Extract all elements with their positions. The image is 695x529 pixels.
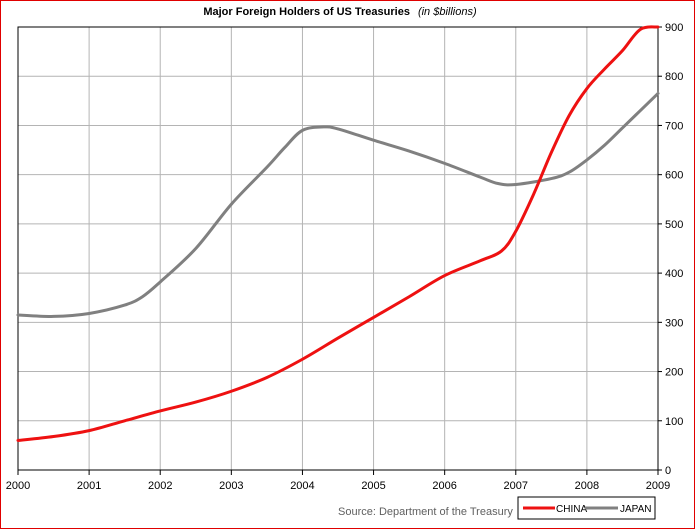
- plot-area-border: [17, 26, 659, 471]
- y-tick-label: 200: [665, 367, 683, 379]
- source-note: Source: Department of the Treasury: [338, 506, 513, 518]
- y-tick-label: 100: [665, 416, 683, 428]
- legend-label-japan: JAPAN: [620, 504, 652, 515]
- vertical-gridlines: [88, 27, 588, 470]
- x-tick-label: 2003: [219, 480, 243, 492]
- y-tick-label: 400: [665, 268, 683, 280]
- y-tick-label: 800: [665, 71, 683, 83]
- y-tick-label: 500: [665, 219, 683, 231]
- series-line-japan: [16, 91, 660, 318]
- y-tick-label: 900: [665, 22, 683, 34]
- y-tick-label: 700: [665, 120, 683, 132]
- chart-title-group: Major Foreign Holders of US Treasuries (…: [203, 2, 477, 19]
- x-tick-label: 2001: [77, 480, 101, 492]
- x-tick-label: 2000: [6, 480, 30, 492]
- y-tick-label: 600: [665, 170, 683, 182]
- x-tick-label: 2005: [361, 480, 385, 492]
- x-tick-label: 2002: [148, 480, 172, 492]
- x-tick-label: 2006: [432, 480, 456, 492]
- y-tick-label: 300: [665, 317, 683, 329]
- legend-label-china: CHINA: [556, 504, 587, 515]
- x-tick-label: 2009: [646, 480, 670, 492]
- series-line-china: [16, 25, 660, 442]
- y-tick-label: 0: [665, 465, 671, 477]
- series-lines: [16, 25, 660, 442]
- legend: CHINA JAPAN: [517, 496, 656, 520]
- y-axis-tick-labels: 0 100 200 300 400 500 600 700 800 900: [658, 22, 683, 477]
- x-tick-label: 2008: [575, 480, 599, 492]
- x-tick-label: 2007: [504, 480, 528, 492]
- chart-title: Major Foreign Holders of US Treasuries: [203, 6, 410, 18]
- chart-subtitle: (in $billions): [418, 6, 477, 18]
- x-tick-label: 2004: [290, 480, 314, 492]
- x-axis-tick-labels: 2000 2001 2002 2003 2004 2005 2006 2007 2008 2009: [6, 470, 670, 492]
